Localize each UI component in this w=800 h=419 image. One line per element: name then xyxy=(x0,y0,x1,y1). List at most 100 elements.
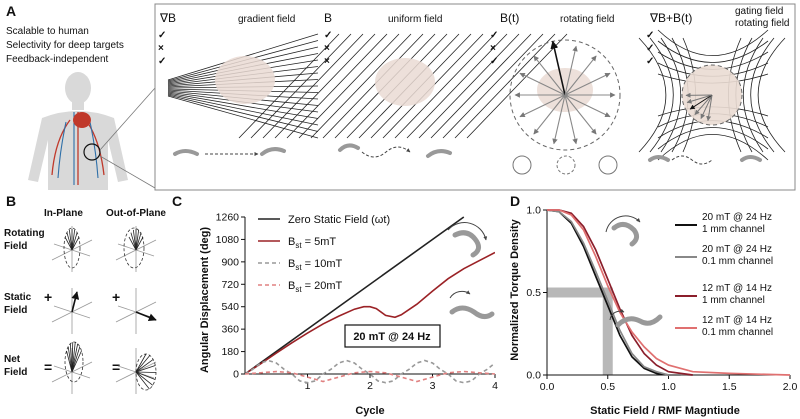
b-diagram-r3-c2 xyxy=(115,348,157,394)
d-highlight-horizontal xyxy=(547,287,608,298)
panel-d-label: D xyxy=(510,193,520,209)
field-uniform-name: uniform field xyxy=(388,14,442,25)
field-gating-name: gating field xyxy=(735,6,783,17)
c-ytick-label: 720 xyxy=(221,279,239,291)
b-diagram-r1-c1 xyxy=(51,226,93,272)
panel-c-ylabel: Angular Displacement (deg) xyxy=(199,227,211,373)
panel-b: B In-Plane Out-of-Plane Rotating Field S… xyxy=(4,193,166,394)
row-label-rotating-1: Rotating xyxy=(4,228,45,239)
legend-10mt: Bst = 10mT xyxy=(288,258,343,272)
legend-d2-line1: 20 mT @ 24 Hz xyxy=(702,244,772,255)
legend-d1-line2: 1 mm channel xyxy=(702,224,765,235)
panel-c-label: C xyxy=(172,193,182,209)
criterion-3: Feedback-independent xyxy=(6,54,109,65)
field-gating-formula: ∇B+B(t) xyxy=(649,11,692,25)
panel-a-label: A xyxy=(6,3,16,19)
panel-c-chart: 0 180 360 540 720 900 1080 1260 1 2 3 4 xyxy=(216,212,498,393)
col-header-out-of-plane: Out-of-Plane xyxy=(106,208,166,219)
panel-c-xlabel: Cycle xyxy=(355,405,384,417)
c-ytick-label: 180 xyxy=(221,346,239,358)
field-gradient-mark-2: × xyxy=(158,43,164,54)
panel-b-vector-diagrams xyxy=(51,226,157,394)
tissue-blob xyxy=(215,56,275,104)
field-uniform-mark-2: × xyxy=(324,43,330,54)
field-rotating: B(t) rotating field ✓ × ✓ xyxy=(490,11,621,175)
annotation-box xyxy=(344,324,441,348)
field-gradient-mark-3: ✓ xyxy=(158,56,166,67)
criterion-1: Scalable to human xyxy=(6,26,89,37)
c-xtick-label: 2 xyxy=(367,380,373,392)
row-label-static-2: Field xyxy=(4,305,27,316)
field-rotating-mark-2: × xyxy=(490,43,496,54)
tissue-blob xyxy=(375,58,435,106)
c-ytick-label: 900 xyxy=(221,256,239,268)
field-gradient-name: gradient field xyxy=(238,14,295,25)
d-xtick-label: 1.5 xyxy=(722,381,737,393)
legend-zero: Zero Static Field (ωt) xyxy=(288,214,390,226)
d-xtick-label: 0.5 xyxy=(600,381,615,393)
op-plus-in-plane: + xyxy=(44,289,52,305)
robot-icon-d-top xyxy=(605,215,641,247)
field-gating-name-2: rotating field xyxy=(735,18,789,29)
legend-d1-line1: 20 mT @ 24 Hz xyxy=(702,212,772,223)
legend-d3-line1: 12 mT @ 14 Hz xyxy=(702,283,772,294)
robot-icon-d-bottom xyxy=(609,308,663,328)
d-xtick-label: 0.0 xyxy=(540,381,555,393)
field-rotating-name: rotating field xyxy=(560,14,614,25)
field-uniform-formula: B xyxy=(324,11,332,25)
field-gradient: ∇B gradient field ✓ × ✓ xyxy=(158,11,319,156)
annotation-text: 20 mT @ 24 Hz xyxy=(353,331,431,343)
panel-c-legend: Zero Static Field (ωt) Bst = 5mT Bst = 1… xyxy=(258,214,390,294)
c-series-4 xyxy=(245,370,495,383)
legend-d4-line2: 0.1 mm channel xyxy=(702,327,773,338)
d-series-2 xyxy=(546,209,693,376)
robot-motion-gradient xyxy=(173,147,286,156)
c-xtick-label: 1 xyxy=(305,380,311,392)
row-label-rotating-2: Field xyxy=(4,241,27,252)
row-label-net-1: Net xyxy=(4,354,21,365)
d-ytick-label: 1.0 xyxy=(526,205,541,217)
op-equals-out-of-plane: = xyxy=(112,359,120,375)
d-highlight-vertical xyxy=(602,287,613,375)
b-diagram-r2-c2 xyxy=(115,288,157,334)
row-label-static-1: Static xyxy=(4,292,32,303)
rotation-circle xyxy=(509,39,621,151)
c-ytick-label: 1260 xyxy=(216,212,240,224)
c-xtick-label: 3 xyxy=(430,380,436,392)
col-header-in-plane: In-Plane xyxy=(44,208,83,219)
field-gating-mark-2: ✓ xyxy=(646,43,654,54)
field-rotating-mark-1: ✓ xyxy=(490,30,498,41)
human-body-illustration xyxy=(28,72,156,190)
robot-icon-bottom xyxy=(449,290,495,320)
d-xtick-label: 2.0 xyxy=(783,381,798,393)
field-gating-mark-1: ✓ xyxy=(646,30,654,41)
field-uniform-mark-1: ✓ xyxy=(324,30,332,41)
c-ytick-label: 540 xyxy=(221,301,239,313)
legend-d4-line1: 12 mT @ 14 Hz xyxy=(702,315,772,326)
c-ytick-label: 0 xyxy=(233,369,239,381)
rotating-field-vectors xyxy=(514,40,616,145)
b-diagram-r2-c1 xyxy=(51,288,93,334)
panel-a-frame xyxy=(154,3,796,191)
robot-motion-gating xyxy=(648,155,762,165)
panel-a: A Scalable to human Selectivity for deep… xyxy=(6,3,796,191)
b-diagram-r1-c2 xyxy=(115,226,157,272)
robot-motion-uniform xyxy=(338,143,452,158)
field-gating-rotating: ∇B+B(t) gating field rotating field ✓ ✓ … xyxy=(638,6,789,165)
criterion-2: Selectivity for deep targets xyxy=(6,40,124,51)
c-ytick-label: 1080 xyxy=(216,234,240,246)
tissue-blob xyxy=(537,68,593,112)
c-ytick-label: 360 xyxy=(221,324,239,336)
field-uniform: B uniform field ✓ × × xyxy=(238,11,568,158)
legend-d3-line2: 1 mm channel xyxy=(702,295,765,306)
legend-20mt: Bst = 20mT xyxy=(288,280,343,294)
panel-c: C Angular Displacement (deg) Cycle 0 180 3… xyxy=(172,193,498,417)
d-ytick-label: 0.0 xyxy=(526,370,541,382)
field-uniform-mark-3: × xyxy=(324,56,330,67)
legend-5mt: Bst = 5mT xyxy=(288,236,336,250)
field-gradient-mark-1: ✓ xyxy=(158,30,166,41)
op-equals-in-plane: = xyxy=(44,359,52,375)
panel-d: D Normalized Torque Density Static Field… xyxy=(509,193,797,417)
d-ytick-label: 0.5 xyxy=(526,287,541,299)
b-diagram-r3-c1 xyxy=(51,341,93,394)
